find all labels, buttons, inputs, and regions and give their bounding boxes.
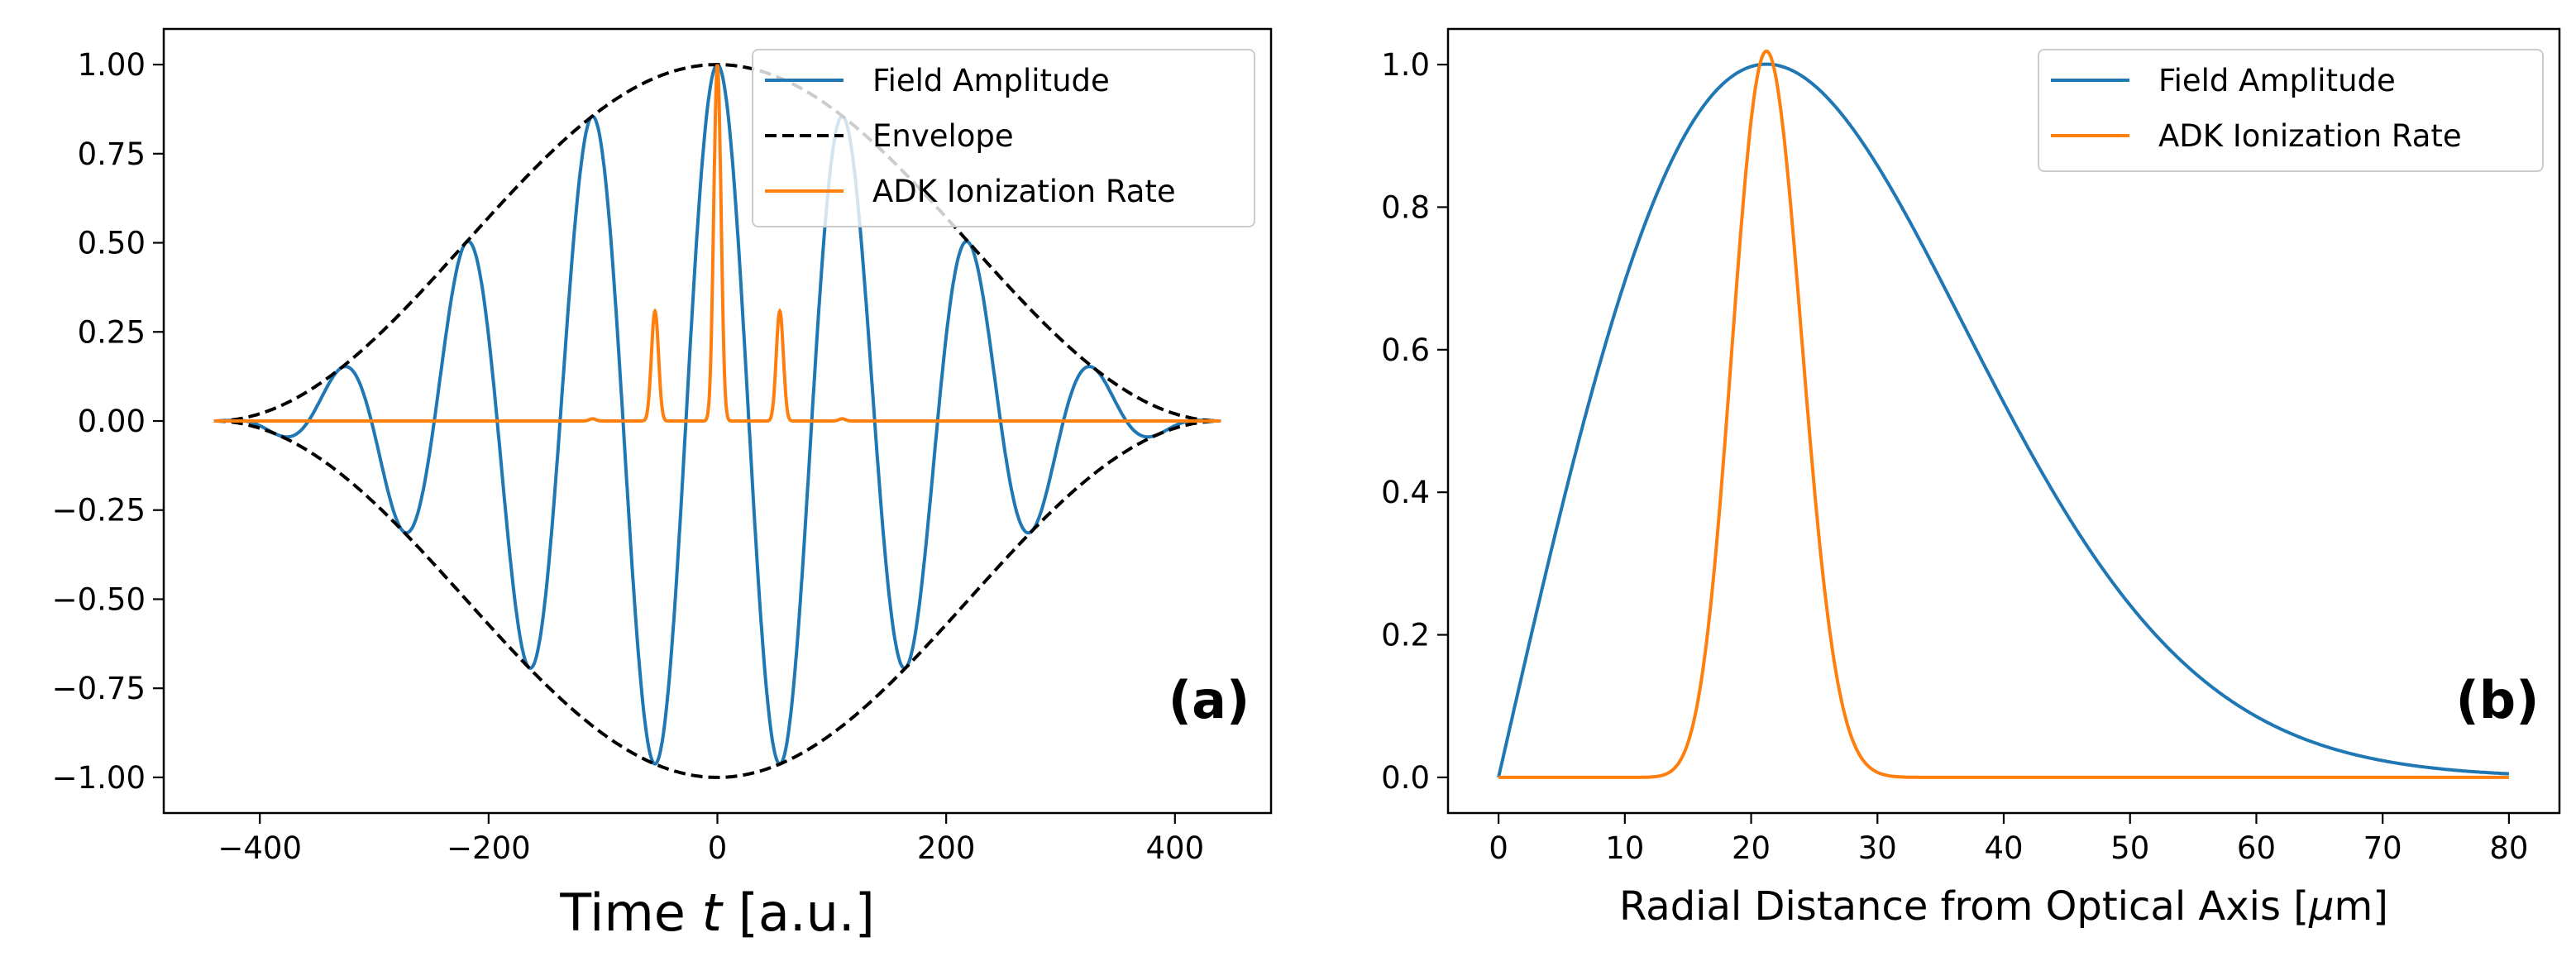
legend: Field Amplitude ADK Ionization Rate <box>2038 49 2544 172</box>
x-tick-label: 0 <box>708 830 728 866</box>
legend-label: Envelope <box>872 118 1014 154</box>
legend-label: Field Amplitude <box>872 63 1110 98</box>
panel-a: −400 −200 0 200 400 1.00 0.75 0.50 0.25 0.00 −0.25… <box>52 27 1273 943</box>
x-axis-label-part: [a.u.] <box>722 883 875 943</box>
y-tick-label: 0.75 <box>78 136 146 172</box>
x-axis-label-part: Time <box>559 883 701 943</box>
y-tick-label: 0.0 <box>1381 760 1430 796</box>
x-axis-label: Time t [a.u.] <box>559 883 875 943</box>
y-tick-label: 0.25 <box>78 314 146 350</box>
panel-label: (a) <box>1169 670 1250 730</box>
series-line-envelope <box>213 419 1221 779</box>
x-tick-label: 60 <box>2237 830 2276 866</box>
y-tick-label: 1.00 <box>78 47 146 83</box>
x-tick-label: 200 <box>917 830 976 866</box>
x-tick-label: 80 <box>2489 830 2528 866</box>
x-tick-label: 40 <box>1984 830 2023 866</box>
x-axis-label: Radial Distance from Optical Axis [μm] <box>1619 883 2388 930</box>
series-line-field-amplitude <box>1497 62 2509 778</box>
y-tick-label: 0.00 <box>78 404 146 439</box>
panel-label: (b) <box>2455 670 2539 730</box>
y-tick-label: 0.8 <box>1381 189 1430 225</box>
x-tick-label: −200 <box>447 830 531 866</box>
y-tick-label: 0.50 <box>78 226 146 261</box>
x-tick-label: −400 <box>217 830 302 866</box>
y-tick-label: −0.75 <box>52 671 146 706</box>
x-tick-label: 10 <box>1605 830 1644 866</box>
y-tick-label: 0.4 <box>1381 475 1430 510</box>
x-tick-label: 30 <box>1858 830 1897 866</box>
legend: Field Amplitude Envelope ADK Ionization Ra… <box>752 49 1255 227</box>
x-tick-label: 400 <box>1145 830 1204 866</box>
x-axis-label-part: m] <box>2335 883 2388 930</box>
legend-label: ADK Ionization Rate <box>2158 118 2462 154</box>
y-tick-label: 1.0 <box>1381 47 1430 83</box>
x-tick-label: 70 <box>2363 830 2402 866</box>
series-line-adk-ionization-rate <box>213 64 1221 423</box>
x-axis-label-part: μ <box>2308 883 2335 930</box>
y-tick-label: −0.25 <box>52 493 146 529</box>
x-axis-label-part: Radial Distance from Optical Axis [ <box>1619 883 2309 930</box>
y-tick-label: 0.6 <box>1381 332 1430 368</box>
x-tick-label: 0 <box>1489 830 1508 866</box>
x-tick-label: 50 <box>2110 830 2149 866</box>
x-tick-label: 20 <box>1732 830 1771 866</box>
series-line-adk-ionization-rate <box>1498 49 2509 779</box>
y-tick-label: −0.50 <box>52 581 146 617</box>
x-axis-label-part: t <box>702 883 724 943</box>
y-tick-label: 0.2 <box>1381 618 1430 653</box>
legend-label: Field Amplitude <box>2158 63 2396 98</box>
panel-b: 0 10 20 30 40 50 60 70 80 0.0 0.2 0.4 0.6 0.8 1.0 Radia… <box>1381 27 2561 930</box>
y-tick-label: −1.00 <box>52 760 146 796</box>
legend-label: ADK Ionization Rate <box>872 174 1176 209</box>
